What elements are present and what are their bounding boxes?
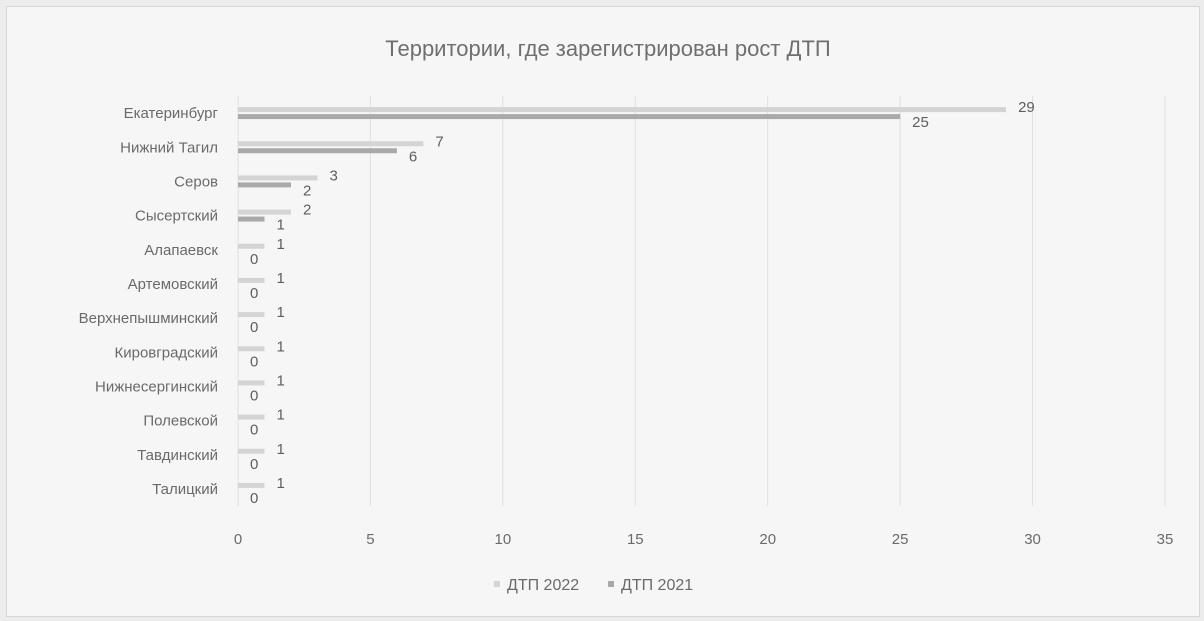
data-label-2021: 0 bbox=[250, 251, 258, 268]
bar-2022 bbox=[238, 277, 265, 283]
bar-2021 bbox=[238, 182, 291, 188]
data-label-2021: 0 bbox=[250, 285, 258, 302]
category-label: Алапаевск bbox=[144, 242, 218, 259]
x-tick-label: 5 bbox=[366, 531, 374, 548]
data-label-2021: 2 bbox=[303, 182, 311, 199]
category-label: Талицкий bbox=[152, 481, 218, 498]
data-label-2021: 0 bbox=[250, 490, 258, 507]
x-tick-label: 35 bbox=[1157, 531, 1174, 548]
x-tick-label: 0 bbox=[234, 531, 242, 548]
chart-title: Территории, где зарегистрирован рост ДТП bbox=[385, 36, 830, 61]
category-label: Нижнесергинский bbox=[95, 378, 218, 395]
bar-2021 bbox=[238, 216, 265, 222]
data-label-2022: 7 bbox=[435, 133, 443, 150]
category-label: Верхнепышминский bbox=[79, 310, 218, 327]
legend: ДТП 2022 ДТП 2021 bbox=[494, 577, 693, 594]
legend-swatch bbox=[494, 581, 500, 587]
x-tick-label: 20 bbox=[759, 531, 776, 548]
legend-item-label: ДТП 2022 bbox=[507, 577, 579, 594]
bar-2021 bbox=[238, 114, 901, 120]
bar-2022 bbox=[238, 141, 424, 147]
bar-2022 bbox=[238, 414, 265, 420]
category-label: Нижний Тагил bbox=[120, 139, 218, 156]
data-label-2021: 0 bbox=[250, 387, 258, 404]
bar-2022 bbox=[238, 380, 265, 386]
data-label-2021: 6 bbox=[409, 148, 417, 165]
data-label-2021: 0 bbox=[250, 456, 258, 473]
data-label-2021: 0 bbox=[250, 422, 258, 439]
category-label: Тавдинский bbox=[137, 447, 218, 464]
bar-2022 bbox=[238, 107, 1007, 113]
x-tick-label: 30 bbox=[1024, 531, 1041, 548]
data-label-2022: 2 bbox=[303, 202, 311, 219]
data-label-2022: 1 bbox=[276, 270, 284, 287]
bar-2022 bbox=[238, 346, 265, 352]
bar-2022 bbox=[238, 209, 291, 215]
category-label: Серов bbox=[174, 173, 218, 190]
bar-2022 bbox=[238, 243, 265, 249]
bar-2022 bbox=[238, 482, 265, 488]
data-label-2021: 25 bbox=[912, 114, 929, 131]
data-label-2021: 1 bbox=[276, 217, 284, 234]
category-label: Кировградский bbox=[115, 344, 219, 361]
x-tick-label: 10 bbox=[495, 531, 512, 548]
x-tick-label: 15 bbox=[627, 531, 644, 548]
data-label-2022: 1 bbox=[276, 236, 284, 253]
data-label-2022: 3 bbox=[329, 167, 337, 184]
bar-2022 bbox=[238, 448, 265, 454]
legend-item-label: ДТП 2021 bbox=[621, 577, 693, 594]
category-label: Екатеринбург bbox=[124, 105, 219, 122]
bar-2021 bbox=[238, 148, 397, 154]
data-label-2022: 29 bbox=[1018, 99, 1035, 116]
data-label-2022: 1 bbox=[276, 441, 284, 458]
bar-2022 bbox=[238, 312, 265, 318]
data-label-2022: 1 bbox=[276, 338, 284, 355]
data-label-2022: 1 bbox=[276, 304, 284, 321]
data-label-2022: 1 bbox=[276, 372, 284, 389]
x-tick-label: 25 bbox=[892, 531, 909, 548]
legend-swatch bbox=[608, 581, 614, 587]
category-label: Артемовский bbox=[128, 276, 218, 293]
data-label-2022: 1 bbox=[276, 407, 284, 424]
data-label-2021: 0 bbox=[250, 319, 258, 336]
bar-2022 bbox=[238, 175, 318, 181]
category-label: Сысертский bbox=[135, 208, 218, 225]
category-label: Полевской bbox=[143, 413, 218, 430]
data-label-2021: 0 bbox=[250, 353, 258, 370]
data-label-2022: 1 bbox=[276, 475, 284, 492]
